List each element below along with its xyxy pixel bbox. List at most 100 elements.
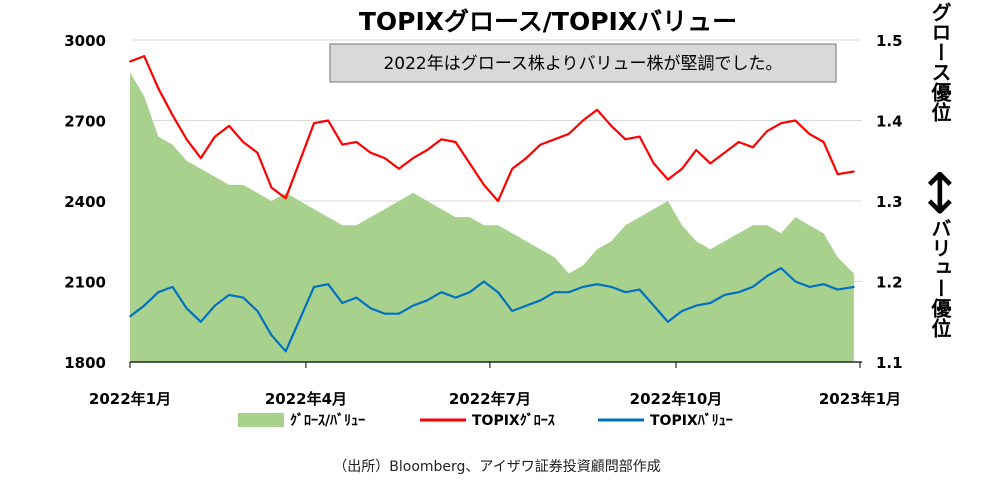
data-point bbox=[695, 149, 698, 151]
y-right-tick-label: 1.5 bbox=[876, 32, 903, 50]
data-point bbox=[539, 299, 542, 302]
data-point bbox=[383, 157, 386, 160]
data-point bbox=[412, 304, 414, 307]
data-point bbox=[667, 178, 669, 181]
data-point bbox=[454, 296, 457, 299]
data-point bbox=[228, 294, 231, 296]
data-point bbox=[737, 291, 740, 294]
data-point bbox=[610, 286, 613, 288]
data-point bbox=[383, 312, 386, 315]
data-point bbox=[284, 350, 287, 353]
data-point bbox=[624, 291, 627, 294]
data-point bbox=[157, 291, 160, 294]
data-point bbox=[808, 286, 811, 288]
data-point bbox=[794, 119, 797, 122]
data-point bbox=[853, 286, 855, 288]
y-left-tick-label: 3000 bbox=[64, 32, 106, 50]
data-point bbox=[751, 146, 754, 149]
series-area-0 bbox=[130, 72, 854, 362]
data-point bbox=[129, 315, 131, 318]
data-point bbox=[369, 307, 372, 310]
chart-title: TOPIXグロース/TOPIXバリュー bbox=[359, 7, 737, 36]
data-point bbox=[242, 141, 245, 143]
data-point bbox=[681, 310, 683, 312]
data-point bbox=[709, 302, 712, 304]
data-point bbox=[695, 304, 698, 307]
data-point bbox=[426, 149, 429, 151]
data-point bbox=[836, 173, 839, 176]
y-right-tick-label: 1.3 bbox=[876, 193, 903, 211]
data-point bbox=[525, 157, 528, 160]
data-point bbox=[468, 291, 471, 294]
data-point bbox=[582, 119, 584, 122]
data-point bbox=[468, 162, 471, 165]
y-left-tick-label: 2400 bbox=[64, 193, 106, 211]
data-point bbox=[794, 280, 797, 283]
y-left-tick-label: 2700 bbox=[64, 113, 106, 131]
data-point bbox=[270, 186, 273, 189]
y-right-tick-label: 1.2 bbox=[876, 274, 903, 292]
data-point bbox=[398, 167, 400, 170]
data-point bbox=[256, 151, 259, 154]
data-point bbox=[624, 138, 627, 141]
data-point bbox=[355, 296, 358, 299]
y-right-tick-label: 1.1 bbox=[876, 354, 903, 372]
data-point bbox=[228, 125, 231, 127]
y-left-tick-label: 2100 bbox=[64, 274, 106, 292]
data-point bbox=[596, 108, 598, 111]
data-point bbox=[808, 133, 811, 135]
data-point bbox=[157, 87, 160, 90]
data-point bbox=[483, 184, 485, 186]
annotation-box bbox=[329, 43, 837, 83]
data-point bbox=[497, 291, 499, 294]
data-point bbox=[270, 334, 273, 337]
data-point bbox=[412, 157, 414, 160]
data-point bbox=[242, 296, 245, 299]
data-point bbox=[553, 291, 556, 294]
data-point bbox=[780, 267, 782, 269]
right-axis-arrow: ↕ bbox=[917, 162, 964, 227]
data-point bbox=[497, 200, 499, 202]
data-point bbox=[341, 302, 344, 304]
data-point bbox=[766, 275, 768, 277]
right-axis-label-bottom: バリュー優位 bbox=[928, 218, 952, 338]
data-point bbox=[341, 143, 344, 146]
data-point bbox=[511, 310, 514, 312]
data-point bbox=[836, 288, 839, 291]
data-point bbox=[214, 135, 216, 138]
y-right-tick-label: 1.4 bbox=[876, 113, 903, 131]
data-point bbox=[256, 310, 259, 312]
data-point bbox=[143, 304, 146, 307]
data-point bbox=[582, 286, 584, 288]
annotation-text: 2022年はグロース株よりバリュー株が堅調でした。 bbox=[383, 54, 782, 74]
legend-label: ｸﾞﾛｰｽ/ﾊﾞﾘｭｰ bbox=[290, 412, 365, 429]
data-point bbox=[822, 141, 825, 143]
data-point bbox=[426, 299, 429, 302]
data-point bbox=[327, 119, 330, 122]
data-point bbox=[780, 122, 782, 125]
legend-swatch-area bbox=[238, 413, 284, 427]
data-point bbox=[327, 283, 330, 286]
data-point bbox=[567, 291, 570, 294]
data-point bbox=[299, 318, 301, 320]
y-left-tick-label: 1800 bbox=[64, 354, 106, 372]
data-point bbox=[567, 133, 570, 135]
data-point bbox=[171, 286, 174, 288]
legend-label: TOPIXｸﾞﾛｰｽ bbox=[472, 412, 555, 429]
data-point bbox=[652, 304, 655, 307]
right-axis-label-top: グロース優位 bbox=[928, 2, 952, 122]
series-line-2 bbox=[129, 267, 855, 353]
data-point bbox=[355, 141, 358, 143]
data-point bbox=[853, 170, 855, 173]
data-point bbox=[398, 312, 400, 315]
data-point bbox=[511, 167, 514, 170]
legend-label: TOPIXﾊﾞﾘｭｰ bbox=[650, 412, 733, 429]
data-point bbox=[723, 294, 726, 296]
axes: 1800 2100 2400 2700 3000 1.1 1.2 1.3 1.4 1.5 2022年… bbox=[64, 32, 902, 408]
series-line-1 bbox=[129, 55, 855, 203]
legend: ｸﾞﾛｰｽ/ﾊﾞﾘｭｰ TOPIXｸﾞﾛｰｽ TOPIXﾊﾞﾘｭｰ bbox=[238, 412, 733, 429]
data-point bbox=[185, 138, 188, 141]
data-point bbox=[751, 286, 754, 288]
data-point bbox=[766, 130, 768, 133]
